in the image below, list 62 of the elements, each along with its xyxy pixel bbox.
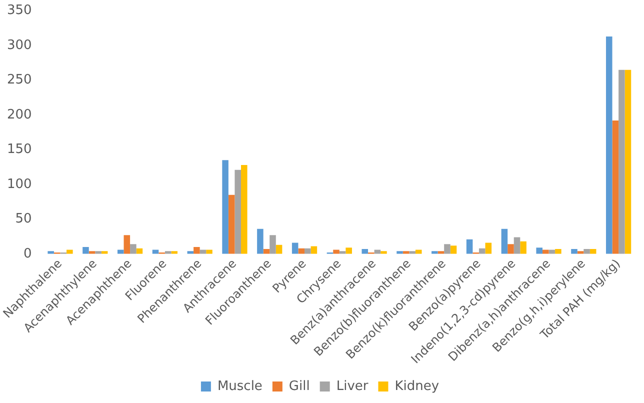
legend-label: Gill bbox=[288, 378, 310, 394]
y-tick-label: 50 bbox=[15, 212, 32, 227]
bar bbox=[48, 251, 54, 254]
bar bbox=[241, 165, 248, 254]
bar bbox=[82, 246, 89, 254]
bar bbox=[444, 244, 450, 254]
y-tick-label: 0 bbox=[24, 246, 32, 262]
legend-label: Muscle bbox=[217, 378, 262, 394]
y-tick-label: 350 bbox=[6, 3, 32, 18]
bar bbox=[478, 248, 486, 254]
bar bbox=[485, 242, 492, 254]
bar bbox=[520, 241, 526, 254]
bar bbox=[222, 160, 228, 254]
bar bbox=[508, 244, 514, 254]
bar bbox=[276, 244, 282, 254]
y-tick-label: 250 bbox=[6, 72, 32, 88]
bar bbox=[624, 70, 632, 254]
bar bbox=[117, 250, 124, 254]
bar bbox=[432, 251, 438, 254]
bar bbox=[415, 250, 422, 254]
y-tick-label: 100 bbox=[6, 176, 32, 192]
bar bbox=[152, 250, 159, 254]
bar bbox=[501, 228, 508, 254]
bar bbox=[548, 250, 556, 254]
bar bbox=[571, 249, 578, 254]
bar bbox=[270, 235, 276, 254]
bar bbox=[124, 235, 130, 254]
bar bbox=[606, 36, 612, 254]
bar bbox=[618, 70, 625, 254]
bar bbox=[612, 120, 619, 254]
bar bbox=[257, 228, 264, 254]
bar bbox=[95, 251, 102, 254]
bar bbox=[374, 250, 381, 254]
bar bbox=[380, 251, 387, 254]
bar bbox=[536, 248, 542, 254]
bar bbox=[346, 248, 352, 254]
bar bbox=[450, 246, 457, 254]
bar bbox=[298, 248, 305, 254]
bar bbox=[194, 246, 200, 254]
y-tick-label: 300 bbox=[6, 38, 32, 53]
bar bbox=[171, 251, 178, 254]
bar bbox=[206, 250, 212, 254]
bar bbox=[304, 248, 311, 254]
bar bbox=[200, 250, 206, 254]
y-tick-label: 150 bbox=[6, 142, 32, 158]
bar bbox=[584, 249, 590, 254]
legend-label: Liver bbox=[336, 378, 369, 394]
bar bbox=[292, 242, 298, 254]
bar bbox=[234, 170, 242, 254]
bar bbox=[409, 251, 416, 254]
bar bbox=[228, 194, 235, 254]
legend-label: Kidney bbox=[394, 378, 440, 394]
bar bbox=[542, 250, 549, 254]
bar bbox=[514, 237, 520, 254]
bar bbox=[362, 249, 368, 254]
bar bbox=[396, 251, 403, 254]
bar bbox=[66, 250, 73, 254]
bar bbox=[466, 239, 473, 254]
bar bbox=[555, 249, 562, 254]
y-tick-label: 200 bbox=[6, 107, 32, 122]
bar bbox=[333, 250, 340, 254]
bar bbox=[130, 244, 136, 254]
